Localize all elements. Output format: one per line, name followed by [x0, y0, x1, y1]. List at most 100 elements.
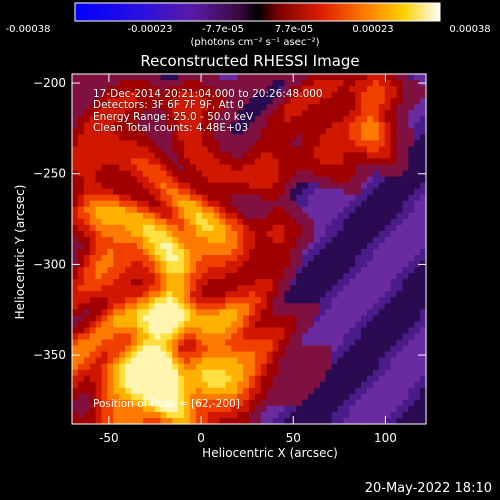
heatmap-cell: [384, 351, 392, 359]
heatmap-cell: [402, 357, 409, 365]
heatmap-cell: [219, 224, 226, 232]
heatmap-cell: [225, 230, 232, 238]
heatmap-cell: [113, 206, 120, 214]
heatmap-cell: [325, 333, 333, 341]
heatmap-cell: [331, 285, 339, 292]
heatmap-cell: [284, 249, 291, 256]
heatmap-cell: [213, 86, 221, 93]
heatmap-cell: [378, 188, 386, 196]
heatmap-cell: [296, 351, 303, 359]
heatmap-cell: [254, 122, 262, 129]
heatmap-cell: [172, 285, 179, 292]
heatmap-cell: [349, 309, 356, 316]
heatmap-cell: [225, 224, 232, 232]
heatmap-cell: [313, 417, 321, 425]
heatmap-cell: [136, 218, 144, 226]
heatmap-cell: [95, 369, 103, 377]
heatmap-cell: [101, 140, 108, 148]
heatmap-cell: [172, 363, 179, 371]
heatmap-cell: [343, 158, 350, 166]
heatmap-cell: [101, 146, 108, 154]
heatmap-cell: [325, 393, 333, 401]
heatmap-cell: [378, 375, 386, 383]
heatmap-cell: [302, 345, 309, 353]
heatmap-cell: [290, 333, 297, 341]
heatmap-cell: [219, 98, 226, 105]
heatmap-cell: [284, 273, 291, 280]
heatmap-cell: [420, 297, 427, 304]
heatmap-cell: [319, 212, 327, 220]
heatmap-cell: [408, 236, 415, 244]
heatmap-cell: [136, 297, 144, 304]
heatmap-cell: [290, 104, 297, 111]
heatmap-cell: [266, 417, 274, 425]
heatmap-cell: [243, 128, 250, 135]
heatmap-cell: [201, 261, 209, 268]
heatmap-cell: [290, 255, 297, 262]
heatmap-cell: [154, 321, 162, 329]
heatmap-cell: [119, 357, 126, 365]
heatmap-cell: [219, 291, 226, 298]
heatmap-cell: [396, 206, 403, 214]
heatmap-cell: [243, 291, 250, 298]
heatmap-cell: [231, 405, 238, 413]
heatmap-cell: [225, 92, 232, 99]
heatmap-cell: [77, 315, 85, 323]
heatmap-cell: [89, 399, 97, 407]
heatmap-cell: [337, 146, 344, 154]
heatmap-cell: [89, 224, 97, 232]
heatmap-cell: [213, 387, 221, 395]
heatmap-cell: [77, 116, 85, 123]
heatmap-cell: [302, 128, 309, 135]
heatmap-cell: [237, 339, 244, 347]
heatmap-cell: [337, 363, 344, 371]
heatmap-cell: [154, 309, 162, 316]
heatmap-cell: [190, 200, 197, 208]
heatmap-cell: [331, 98, 339, 105]
heatmap-cell: [343, 357, 350, 365]
heatmap-cell: [402, 279, 409, 286]
heatmap-cell: [184, 387, 191, 395]
heatmap-cell: [343, 122, 350, 129]
heatmap-cell: [77, 230, 85, 238]
heatmap-cell: [225, 363, 232, 371]
heatmap-cell: [402, 261, 409, 268]
heatmap-cell: [296, 273, 303, 280]
heatmap-cell: [319, 104, 327, 111]
heatmap-cell: [136, 273, 144, 280]
heatmap-cell: [195, 110, 203, 117]
heatmap-cell: [260, 236, 268, 244]
heatmap-cell: [296, 417, 303, 425]
heatmap-cell: [231, 242, 238, 250]
heatmap-cell: [337, 303, 344, 310]
heatmap-cell: [172, 212, 179, 220]
heatmap-cell: [142, 218, 150, 226]
heatmap-cell: [231, 297, 238, 304]
heatmap-cell: [319, 146, 327, 154]
heatmap-cell: [95, 297, 103, 304]
heatmap-cell: [378, 357, 386, 365]
heatmap-cell: [361, 134, 368, 141]
heatmap-cell: [172, 164, 179, 172]
heatmap-cell: [402, 140, 409, 148]
heatmap-cell: [367, 110, 374, 117]
heatmap-cell: [337, 170, 344, 178]
heatmap-cell: [178, 200, 185, 208]
heatmap-cell: [272, 309, 280, 316]
heatmap-cell: [142, 363, 150, 371]
heatmap-cell: [361, 164, 368, 172]
heatmap-cell: [278, 206, 285, 214]
heatmap-cell: [166, 303, 173, 310]
heatmap-cell: [136, 405, 144, 413]
heatmap-cell: [254, 297, 262, 304]
heatmap-cell: [207, 333, 215, 341]
heatmap-cell: [337, 399, 344, 407]
heatmap-cell: [190, 182, 197, 190]
heatmap-cell: [343, 206, 350, 214]
heatmap-cell: [178, 188, 185, 196]
heatmap-cell: [278, 333, 285, 341]
heatmap-cell: [72, 345, 79, 353]
heatmap-cell: [355, 363, 362, 371]
heatmap-cell: [302, 242, 309, 250]
heatmap-cell: [319, 249, 327, 256]
